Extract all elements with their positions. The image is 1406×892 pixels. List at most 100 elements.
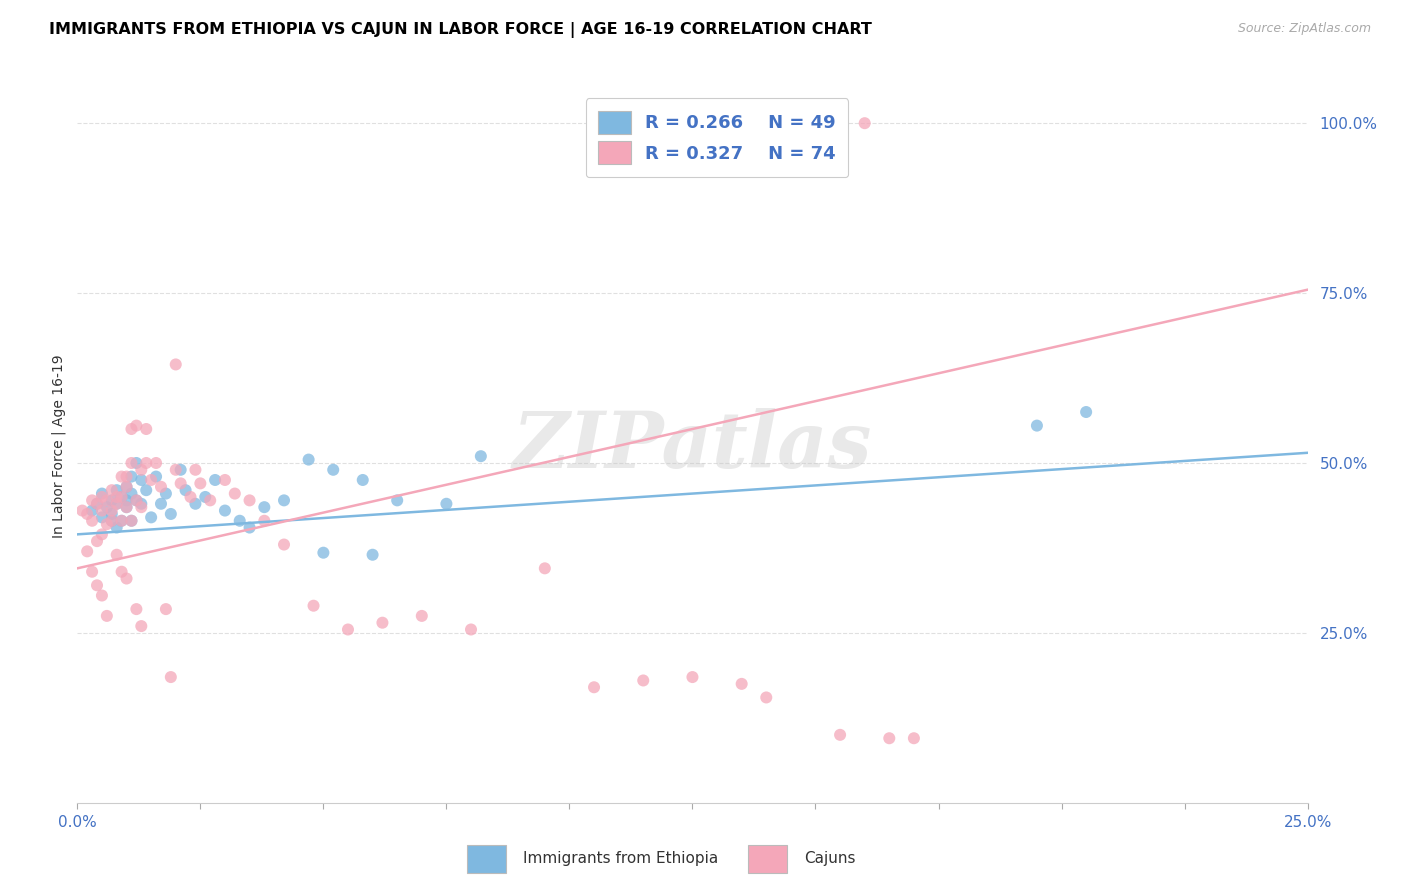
Point — [470, 449, 492, 463]
Point — [682, 670, 704, 684]
Point — [253, 500, 276, 515]
Point — [70, 503, 93, 517]
Point — [731, 677, 754, 691]
Point — [115, 572, 138, 586]
Point — [90, 527, 114, 541]
Point — [115, 480, 138, 494]
Point — [90, 490, 114, 504]
Point — [155, 602, 177, 616]
Point — [174, 483, 197, 498]
Point — [204, 473, 226, 487]
Point — [90, 486, 114, 500]
Point — [298, 452, 321, 467]
Point — [111, 490, 132, 504]
Point — [129, 619, 153, 633]
Text: Cajuns: Cajuns — [804, 851, 856, 866]
Point — [184, 497, 207, 511]
Point — [460, 623, 482, 637]
Point — [141, 473, 163, 487]
Point — [121, 514, 143, 528]
Point — [129, 463, 153, 477]
Point — [830, 728, 852, 742]
Point — [101, 493, 124, 508]
Point — [86, 578, 108, 592]
Point — [115, 493, 138, 508]
Point — [125, 493, 148, 508]
Point — [111, 469, 132, 483]
Point — [105, 520, 128, 534]
Point — [170, 476, 193, 491]
Point — [111, 565, 132, 579]
Point — [129, 497, 153, 511]
Point — [633, 673, 655, 688]
Point — [115, 480, 138, 494]
Point — [121, 469, 143, 483]
Point — [165, 358, 187, 372]
FancyBboxPatch shape — [467, 845, 506, 872]
Point — [76, 507, 98, 521]
Text: Immigrants from Ethiopia: Immigrants from Ethiopia — [523, 851, 718, 866]
Point — [82, 565, 104, 579]
Point — [583, 680, 606, 694]
Point — [111, 490, 132, 504]
Point — [105, 490, 128, 504]
Point — [105, 497, 128, 511]
Point — [90, 503, 114, 517]
Point — [1026, 418, 1049, 433]
Point — [115, 469, 138, 483]
Y-axis label: In Labor Force | Age 16-19: In Labor Force | Age 16-19 — [52, 354, 66, 538]
Point — [101, 514, 124, 528]
Point — [96, 608, 118, 623]
Point — [111, 514, 132, 528]
Point — [101, 507, 124, 521]
Point — [125, 602, 148, 616]
Point — [96, 500, 118, 515]
Point — [804, 116, 827, 130]
Point — [145, 469, 167, 483]
Point — [76, 544, 98, 558]
Point — [105, 548, 128, 562]
Point — [129, 473, 153, 487]
Point — [121, 422, 143, 436]
Point — [228, 514, 252, 528]
Point — [853, 116, 876, 130]
Text: ZIPatlas: ZIPatlas — [513, 408, 872, 484]
Point — [82, 514, 104, 528]
Point — [125, 493, 148, 508]
Point — [145, 456, 167, 470]
Point — [125, 418, 148, 433]
Point — [129, 500, 153, 515]
Point — [239, 520, 262, 534]
Point — [121, 456, 143, 470]
Point — [86, 534, 108, 549]
Point — [101, 514, 124, 528]
Point — [903, 731, 925, 746]
Point — [105, 497, 128, 511]
Point — [184, 463, 207, 477]
Text: Source: ZipAtlas.com: Source: ZipAtlas.com — [1237, 22, 1371, 36]
Point — [214, 473, 236, 487]
Point — [312, 546, 335, 560]
Point — [96, 493, 118, 508]
Point — [188, 476, 212, 491]
Point — [337, 623, 360, 637]
Point — [160, 507, 183, 521]
Point — [90, 589, 114, 603]
Point — [82, 493, 104, 508]
Point — [115, 500, 138, 515]
Point — [135, 422, 157, 436]
Point — [411, 608, 433, 623]
Point — [755, 690, 778, 705]
Point — [302, 599, 325, 613]
Point — [352, 473, 374, 487]
Point — [121, 486, 143, 500]
Point — [125, 456, 148, 470]
Point — [135, 456, 157, 470]
Point — [115, 500, 138, 515]
Point — [105, 483, 128, 498]
Point — [155, 486, 177, 500]
Point — [253, 514, 276, 528]
Text: IMMIGRANTS FROM ETHIOPIA VS CAJUN IN LABOR FORCE | AGE 16-19 CORRELATION CHART: IMMIGRANTS FROM ETHIOPIA VS CAJUN IN LAB… — [49, 22, 872, 38]
Point — [150, 497, 173, 511]
Point — [86, 497, 108, 511]
